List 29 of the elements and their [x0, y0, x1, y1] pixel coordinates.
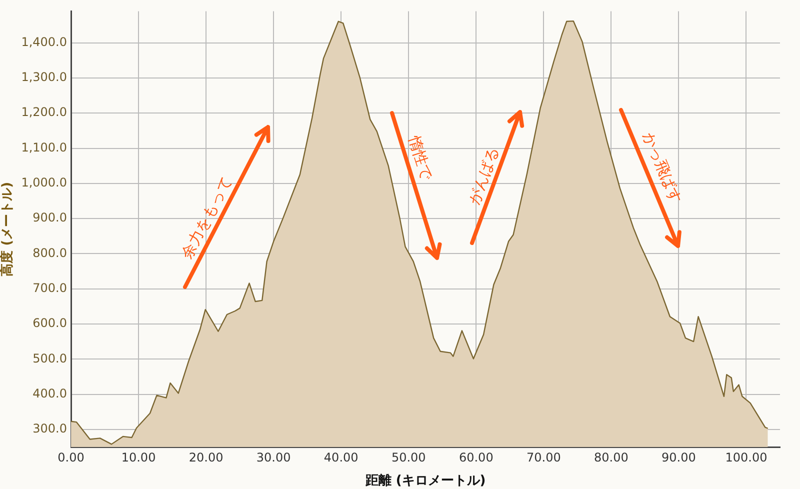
- x-tick-label: 90.00: [662, 450, 696, 464]
- annotation: 惰性で: [404, 134, 436, 182]
- y-tick-label: 600.0: [32, 316, 67, 330]
- y-tick-label: 300.0: [32, 422, 67, 436]
- x-tick-label: 30.00: [256, 450, 291, 464]
- x-tick-label: 20.00: [188, 450, 224, 464]
- annotation: がんばる: [464, 144, 504, 208]
- y-tick-label: 700.0: [32, 280, 67, 295]
- x-tick-label: 100.00: [725, 450, 768, 464]
- y-tick-label: 1,000.0: [21, 176, 67, 190]
- x-tick-label: 0.00: [58, 450, 84, 464]
- y-tick-label: 1,100.0: [21, 140, 67, 154]
- y-tick-label: 800.0: [32, 246, 67, 260]
- x-tick-label: 80.00: [594, 450, 628, 464]
- x-tick-label: 10.00: [121, 450, 156, 464]
- x-axis-title: 距離 (キロメートル): [364, 474, 486, 489]
- annotation: 余力をもって: [177, 174, 237, 262]
- x-tick-label: 50.00: [391, 450, 426, 464]
- x-tick-label: 70.00: [526, 450, 561, 464]
- y-tick-label: 400.0: [32, 386, 67, 400]
- y-tick-label: 500.0: [32, 351, 67, 366]
- y-axis-title: 高度 (メートル): [0, 182, 16, 276]
- y-tick-label: 900.0: [32, 210, 67, 225]
- annotation: かっ飛ばす: [638, 130, 686, 206]
- x-tick-label: 60.00: [458, 450, 494, 464]
- x-tick-label: 40.00: [324, 450, 358, 464]
- y-tick-label: 1,400.0: [21, 34, 67, 49]
- y-tick-label: 1,300.0: [21, 70, 67, 84]
- y-tick-label: 1,200.0: [21, 105, 67, 120]
